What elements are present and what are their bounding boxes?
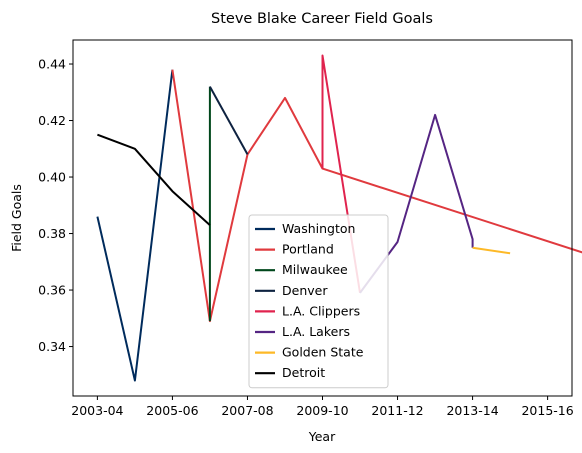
x-tick-label: 2005-06 bbox=[146, 403, 198, 418]
y-tick-label: 0.42 bbox=[38, 113, 66, 128]
y-axis-label: Field Goals bbox=[9, 184, 24, 252]
legend-label: Golden State bbox=[282, 345, 364, 360]
series-line-golden-state bbox=[472, 246, 511, 255]
series-layer bbox=[96, 54, 582, 382]
series-line-l-a-clippers bbox=[321, 54, 361, 294]
x-tick-label: 2007-08 bbox=[221, 403, 273, 418]
y-tick-label: 0.34 bbox=[38, 339, 66, 354]
legend-label: L.A. Clippers bbox=[282, 303, 360, 318]
series-line-washington bbox=[96, 69, 174, 382]
legend: Washington Portland Milwaukee Denver L.A. Cl… bbox=[248, 214, 389, 389]
y-tick-label: 0.38 bbox=[38, 226, 66, 241]
x-axis-label: Year bbox=[308, 429, 336, 444]
legend-label: Denver bbox=[282, 283, 328, 298]
series-line-detroit bbox=[97, 133, 211, 226]
y-tick-label: 0.36 bbox=[38, 283, 66, 298]
x-tick-label: 2015-16 bbox=[521, 403, 573, 418]
x-tick-label: 2003-04 bbox=[71, 403, 123, 418]
x-tick-label: 2013-14 bbox=[446, 403, 498, 418]
legend-label: Detroit bbox=[282, 365, 325, 380]
series-line-denver bbox=[209, 86, 249, 155]
legend-frame bbox=[248, 214, 389, 389]
legend-label: Washington bbox=[282, 221, 355, 236]
y-tick-label: 0.40 bbox=[38, 170, 66, 185]
legend-label: Milwaukee bbox=[282, 262, 348, 277]
legend-label: L.A. Lakers bbox=[282, 324, 350, 339]
y-tick-label: 0.44 bbox=[38, 57, 66, 72]
x-tick-label: 2009-10 bbox=[296, 403, 348, 418]
x-tick-label: 2011-12 bbox=[371, 403, 423, 418]
legend-label: Portland bbox=[282, 242, 334, 257]
chart-title: Steve Blake Career Field Goals bbox=[211, 11, 433, 27]
axes-layer: 2003-04 2005-06 2007-08 2009-10 2011-12 2013-… bbox=[38, 39, 574, 418]
